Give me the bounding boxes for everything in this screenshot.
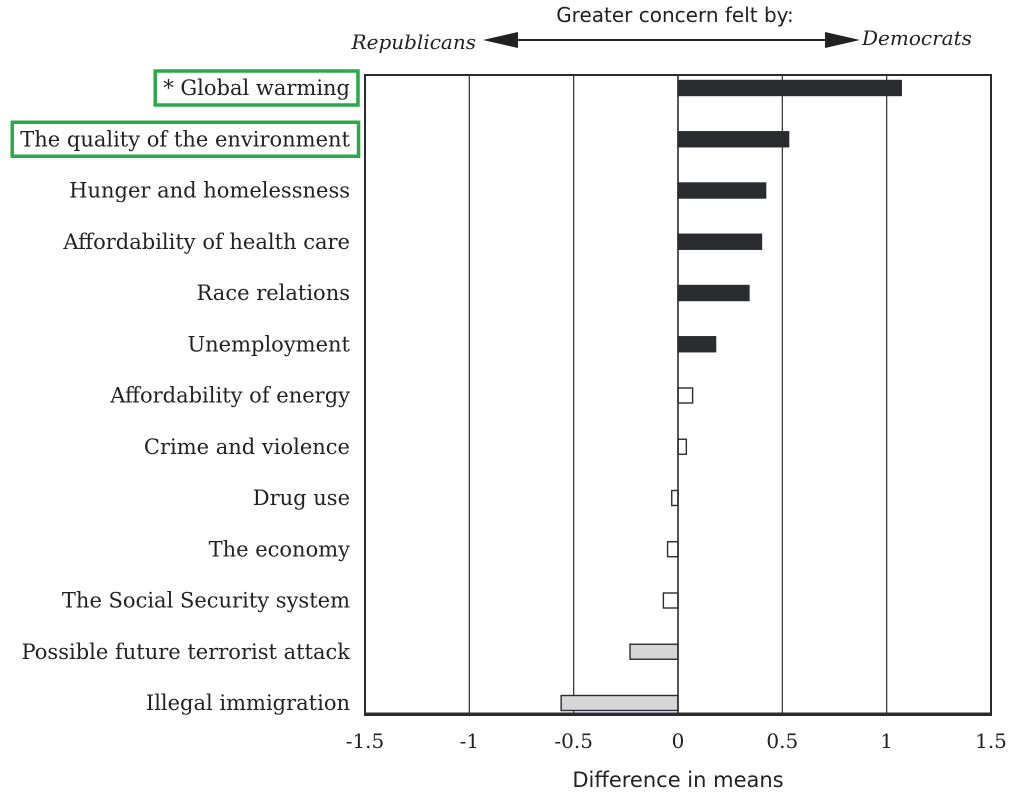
category-label: Illegal immigration (146, 691, 350, 715)
bar-crime-and-violence (677, 438, 688, 455)
chart-header: Greater concern felt by: (556, 3, 794, 27)
left-arrowhead (483, 32, 518, 48)
bar-race-relations (677, 284, 750, 302)
direction-arrow (483, 32, 860, 48)
category-labels: * Global warming The quality of the envir… (20, 76, 350, 715)
x-tick-label: -1 (460, 729, 479, 753)
bar-the-economy (666, 541, 679, 558)
x-tick-label: -0.5 (554, 729, 593, 753)
highlight-boxes (10, 69, 361, 158)
x-tick-label: -1.5 (346, 729, 385, 753)
category-label: Possible future terrorist attack (22, 640, 351, 664)
x-tick-label: 0 (672, 729, 685, 753)
category-label: Drug use (253, 486, 350, 510)
x-tick-label: 0.5 (766, 729, 798, 753)
category-label: Unemployment (187, 332, 350, 356)
bar-the-quality-of-the-environment (677, 131, 790, 148)
bar-global-warming (677, 79, 902, 97)
category-label: The Social Security system (62, 589, 350, 613)
category-label: Affordability of health care (62, 230, 350, 254)
tick-labels: -1.5 -1 -0.5 0 0.5 1 1.5 (346, 729, 1007, 753)
category-label: Affordability of energy (109, 384, 350, 408)
gridlines (468, 75, 888, 714)
bar-drug-use (671, 489, 679, 507)
category-label: Crime and violence (144, 435, 350, 459)
x-tick-label: 1.5 (975, 729, 1007, 753)
bar-unemployment (677, 336, 717, 353)
x-axis-title: Difference in means (572, 768, 783, 792)
highlight-box (153, 69, 360, 107)
category-label: Race relations (197, 281, 350, 305)
x-tick-label: 1 (880, 729, 893, 753)
right-arrowhead (825, 32, 860, 48)
democrats-direction-label: Democrats (861, 26, 972, 50)
category-label: The quality of the environment (20, 127, 350, 151)
bar-affordability-of-health-care (677, 233, 763, 250)
category-label: Hunger and homelessness (69, 179, 350, 203)
bar-affordability-of-energy (677, 387, 694, 404)
category-label: * Global warming (163, 76, 350, 100)
republicans-direction-label: Republicans (351, 30, 476, 54)
category-label: The economy (209, 537, 351, 561)
bar-hunger-and-homelessness (677, 182, 767, 199)
bar-possible-future-terrorist-attack (629, 643, 679, 660)
bar-illegal-immigration (560, 694, 679, 712)
bar-the-social-security-system (662, 592, 679, 609)
highlight-box (10, 120, 361, 158)
